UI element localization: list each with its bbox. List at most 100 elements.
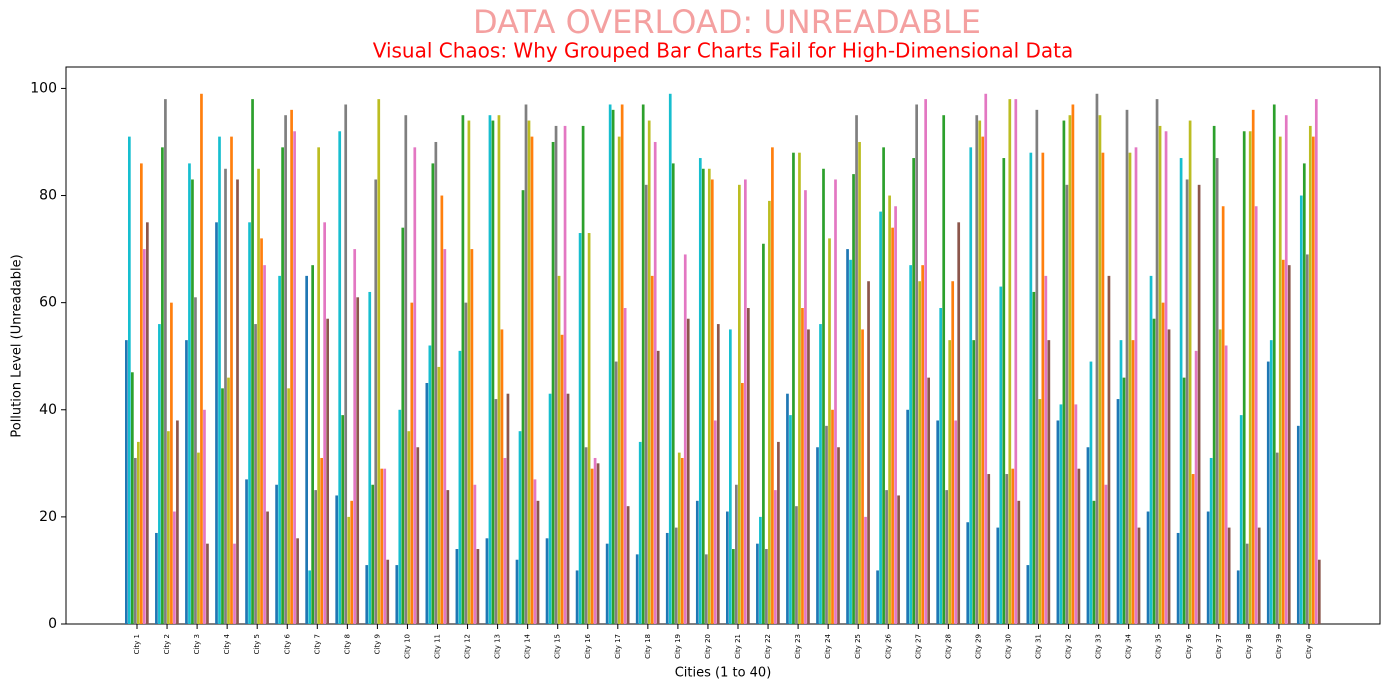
bar — [308, 570, 311, 624]
bar — [125, 340, 128, 624]
bar — [1176, 532, 1180, 624]
bar — [1191, 474, 1195, 624]
bar — [939, 308, 943, 624]
bar — [464, 302, 468, 624]
bar — [798, 152, 801, 624]
x-tick-label: City 39 — [1275, 634, 1283, 659]
bar — [365, 565, 369, 624]
bar — [1011, 468, 1015, 624]
bar — [194, 297, 197, 624]
bar — [707, 168, 711, 624]
bar — [344, 104, 348, 625]
bar — [1005, 474, 1009, 624]
bar — [1227, 527, 1231, 624]
bar — [924, 99, 927, 624]
bar — [801, 308, 804, 624]
bar — [1116, 399, 1120, 624]
bar — [1008, 99, 1012, 624]
bar — [738, 184, 741, 625]
bar — [1002, 158, 1006, 624]
bar — [942, 115, 946, 625]
bar — [852, 174, 855, 624]
bar — [356, 297, 360, 624]
bar — [503, 457, 507, 624]
bar — [945, 490, 949, 624]
bar — [765, 549, 768, 624]
bar — [485, 538, 489, 624]
bar — [1104, 484, 1108, 624]
bar — [819, 324, 822, 624]
bar — [1245, 543, 1249, 624]
plot-frame — [65, 66, 1381, 625]
x-tick-label: City 23 — [794, 634, 802, 659]
bar — [386, 559, 390, 624]
x-tick-label: City 8 — [343, 634, 351, 654]
bar — [371, 484, 375, 624]
bar — [326, 318, 329, 624]
bar — [491, 120, 495, 625]
bar — [849, 259, 852, 624]
bar — [206, 543, 209, 624]
bar — [626, 506, 630, 624]
bar — [251, 99, 254, 624]
bar — [735, 484, 738, 624]
bar — [161, 147, 164, 624]
bar — [383, 468, 387, 624]
bar — [1089, 361, 1093, 624]
bar — [233, 543, 236, 624]
bar — [641, 104, 645, 625]
bar — [557, 275, 561, 624]
bar — [314, 490, 317, 624]
bar — [425, 382, 429, 624]
bar — [1182, 377, 1186, 624]
bar — [1041, 152, 1045, 624]
bar — [137, 441, 140, 624]
bar — [948, 340, 952, 624]
bar — [864, 516, 867, 624]
y-tick-label: 100 — [30, 80, 57, 96]
y-tick-label: 80 — [39, 188, 57, 204]
bar — [786, 393, 789, 624]
bar — [861, 329, 864, 624]
bar — [338, 131, 342, 624]
bar — [1146, 511, 1150, 624]
x-tick-label: City 9 — [373, 634, 381, 654]
x-tick-label: City 13 — [494, 634, 502, 659]
bar — [1029, 152, 1033, 624]
x-tick-label: City 33 — [1095, 634, 1103, 659]
bar — [1197, 184, 1201, 625]
bar — [951, 281, 955, 624]
bar — [1161, 302, 1165, 624]
x-tick-label: City 32 — [1065, 634, 1073, 659]
bar — [795, 506, 798, 624]
x-tick-label: City 36 — [1185, 633, 1193, 658]
x-tick-label: City 17 — [614, 634, 622, 659]
bar — [317, 147, 320, 624]
bar — [320, 457, 323, 624]
bar — [650, 275, 654, 624]
bar — [1221, 206, 1225, 624]
x-tick-label: City 12 — [464, 634, 472, 659]
bar — [891, 227, 894, 624]
bar — [665, 532, 669, 624]
bar — [1272, 104, 1276, 625]
x-tick-label: City 25 — [854, 634, 862, 659]
bar — [1314, 99, 1318, 624]
bar — [395, 565, 399, 624]
bar — [1155, 99, 1159, 624]
bar — [879, 211, 882, 624]
bar — [897, 495, 900, 624]
bar — [747, 308, 750, 624]
bar — [1248, 131, 1252, 624]
bar — [969, 147, 973, 624]
bar — [245, 479, 248, 624]
x-tick-label: City 24 — [824, 633, 832, 658]
bar — [1101, 152, 1105, 624]
bar — [1287, 265, 1291, 624]
bar — [305, 275, 308, 624]
bar — [999, 286, 1003, 624]
bar — [155, 532, 158, 624]
bar — [611, 109, 615, 625]
bar — [566, 393, 570, 624]
bar — [134, 457, 137, 624]
